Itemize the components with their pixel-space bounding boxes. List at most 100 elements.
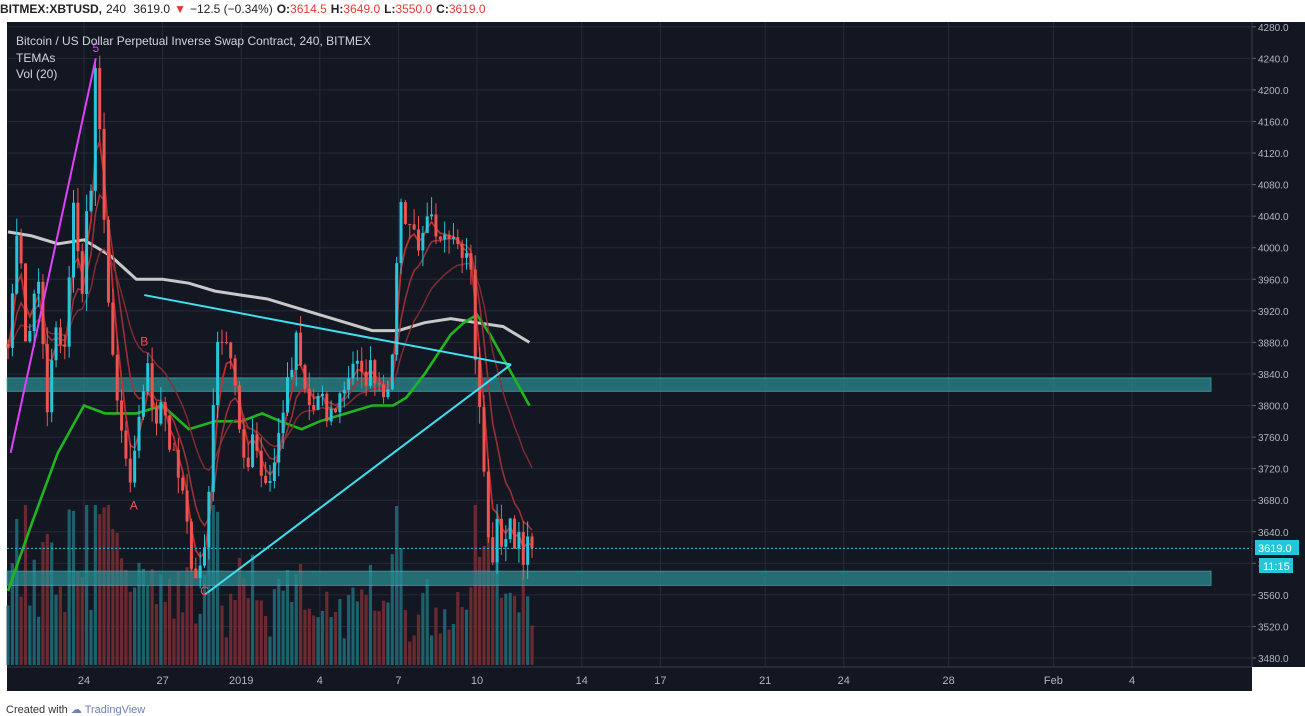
candle-body (443, 234, 447, 240)
volume-bar (464, 609, 469, 665)
candle-body (465, 253, 469, 258)
candle-body (23, 263, 27, 342)
volume-bar (373, 610, 377, 665)
volume-bar (189, 556, 194, 665)
trendline (203, 363, 512, 596)
volume-bar (181, 612, 185, 665)
volume-bar (456, 591, 460, 665)
volume-bar (303, 609, 307, 665)
close-value: 3619.0 (448, 2, 486, 16)
volume-bar (298, 563, 303, 665)
volume-bar (447, 629, 451, 665)
candle-body (194, 568, 198, 579)
volume-bar (443, 609, 447, 665)
volume-bar (408, 641, 412, 665)
axis-tags: 3619.0 11:15 (1255, 540, 1299, 573)
candle-body (303, 365, 307, 389)
candle-body (6, 343, 10, 348)
volume-bar (150, 569, 154, 665)
wave-label: A (130, 499, 138, 513)
candle-body (229, 342, 233, 359)
volume-bar (504, 593, 508, 665)
candle-body (469, 253, 473, 270)
candle-body (390, 354, 394, 390)
candle-body (28, 331, 32, 342)
time-tick-label: 7 (395, 675, 401, 687)
candle-body (203, 547, 207, 566)
volume-bar (36, 616, 41, 665)
candle-body (233, 358, 237, 386)
volume-bar (159, 574, 163, 665)
candle-body (338, 393, 342, 413)
candle-body (50, 360, 54, 413)
candle-body (382, 384, 386, 398)
volume-bar (67, 509, 71, 665)
time-tick-label: 24 (838, 675, 850, 687)
candle-body (486, 471, 490, 538)
volume-bar (434, 607, 438, 665)
time-tick-label: 28 (942, 675, 954, 687)
volume-bar (347, 595, 351, 665)
volume-bar (10, 563, 14, 665)
candle-body (242, 429, 246, 458)
candle-body (412, 224, 416, 230)
volume-bar (154, 604, 159, 665)
volume-bar (268, 636, 272, 665)
volume-bar (58, 586, 63, 665)
candle-body (294, 332, 298, 370)
volume-bar (216, 511, 220, 665)
open-label: O: (276, 2, 291, 16)
candle-body (290, 369, 294, 378)
candle-body (32, 293, 36, 332)
time-axis[interactable] (7, 667, 1252, 691)
candle-body (37, 281, 41, 294)
time-axis-labels: 24 27 2019 4 7 10 14 17 21 24 28 Feb 4 (7, 666, 1252, 687)
volume-bar (429, 635, 434, 665)
candle-body (111, 302, 115, 355)
candle-body (115, 354, 119, 401)
candle-body (141, 391, 145, 417)
candle-body (368, 360, 372, 386)
candle-body (159, 402, 163, 424)
plot-area (7, 22, 1252, 667)
volume-bar (54, 594, 58, 665)
candle-body (237, 385, 241, 430)
candle-body (377, 383, 381, 385)
volume-bar (89, 609, 93, 665)
candle-body (342, 389, 346, 394)
candle-body (251, 434, 255, 468)
symbol-header: BITMEX:XBTUSD, 240 3619.0 ▼ −12.5 (−0.34%) O… (0, 0, 1305, 22)
volume-bar (499, 597, 504, 665)
volume-bar (264, 615, 268, 665)
candle-body (416, 229, 420, 251)
symbol-name[interactable]: BITMEX:XBTUSD, (0, 2, 102, 16)
candle-body (185, 490, 189, 522)
candle-body (181, 477, 185, 491)
volume-bar (133, 587, 137, 665)
volume-bar (355, 601, 359, 665)
legend-temas[interactable]: TEMAs (16, 51, 55, 65)
interval[interactable]: 240 (106, 2, 127, 16)
legend-title: Bitcoin / US Dollar Perpetual Inverse Sw… (16, 34, 371, 48)
volume-bar (141, 568, 145, 665)
price-tick-label: 3840.0 (1258, 370, 1289, 381)
candle-body (98, 68, 102, 130)
candle-body (456, 237, 460, 244)
price-tick-label: 3560.0 (1258, 591, 1289, 602)
candle-body (460, 243, 464, 258)
volume-bar (6, 605, 10, 665)
volume-bar (530, 625, 534, 665)
candle-body (85, 211, 89, 294)
candle-body (447, 234, 451, 239)
volume-bar (438, 633, 442, 665)
tradingview-logo-icon[interactable]: ☁ (70, 704, 82, 716)
tradingview-link[interactable]: TradingView (84, 704, 146, 716)
candle-body (438, 236, 442, 240)
wave-label: B (140, 335, 148, 349)
candle-body (224, 342, 228, 344)
volume-bar (460, 606, 464, 665)
legend-volume[interactable]: Vol (20) (16, 67, 57, 81)
price-tick-label: 3800.0 (1258, 402, 1289, 413)
volume-bar (28, 605, 32, 665)
